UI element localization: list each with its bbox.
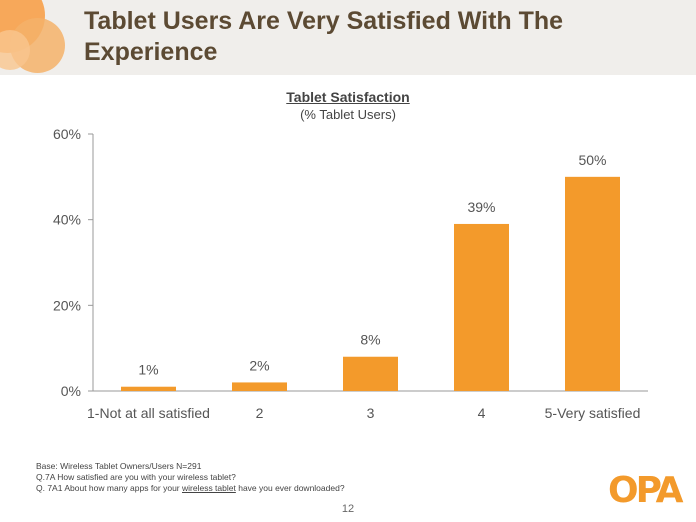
footnote-q7a: Q.7A How satisfied are you with your wir… — [36, 472, 236, 482]
chart-subtitle: (% Tablet Users) — [300, 107, 396, 122]
data-label: 39% — [467, 199, 495, 215]
x-tick-label: 5-Very satisfied — [545, 405, 641, 421]
chart-title: Tablet Satisfaction — [286, 89, 410, 105]
x-tick-label: 1-Not at all satisfied — [87, 405, 210, 421]
footnote-base: Base: Wireless Tablet Owners/Users N=291 — [36, 461, 202, 471]
header-banner: Tablet Users Are Very Satisfied With The… — [0, 0, 696, 75]
bar — [343, 356, 398, 391]
x-tick-label: 3 — [367, 405, 375, 421]
slide-title: Tablet Users Are Very Satisfied With The… — [84, 7, 564, 66]
y-tick-label: 0% — [61, 383, 81, 399]
footnotes: Base: Wireless Tablet Owners/Users N=291… — [36, 461, 345, 494]
bar — [121, 386, 176, 391]
data-label: 50% — [578, 152, 606, 168]
opa-logo: OPA — [608, 470, 684, 511]
y-tick-label: 40% — [53, 212, 81, 228]
x-tick-label: 4 — [478, 405, 486, 421]
y-tick-label: 60% — [53, 126, 81, 142]
bar — [454, 223, 509, 391]
data-label: 2% — [249, 357, 269, 373]
bar — [565, 176, 620, 391]
footnote-q7a1-suffix: have you ever downloaded? — [235, 483, 345, 493]
data-label: 8% — [360, 332, 380, 348]
page-number: 12 — [341, 503, 355, 515]
bar — [232, 382, 287, 391]
data-label: 1% — [138, 362, 158, 378]
footnote-q7a1-prefix: Q. 7A1 About how many apps for your — [36, 483, 182, 493]
bar-chart: 0% 20% 40% 60% 1% 1-Not at all satisfied 2% 2 8%… — [53, 126, 648, 421]
x-tick-label: 2 — [256, 405, 264, 421]
footnote-q7a1-link: wireless tablet — [182, 483, 236, 493]
y-tick-label: 20% — [53, 297, 81, 313]
footnote-q7a1: Q. 7A1 About how many apps for your wire… — [36, 483, 345, 494]
